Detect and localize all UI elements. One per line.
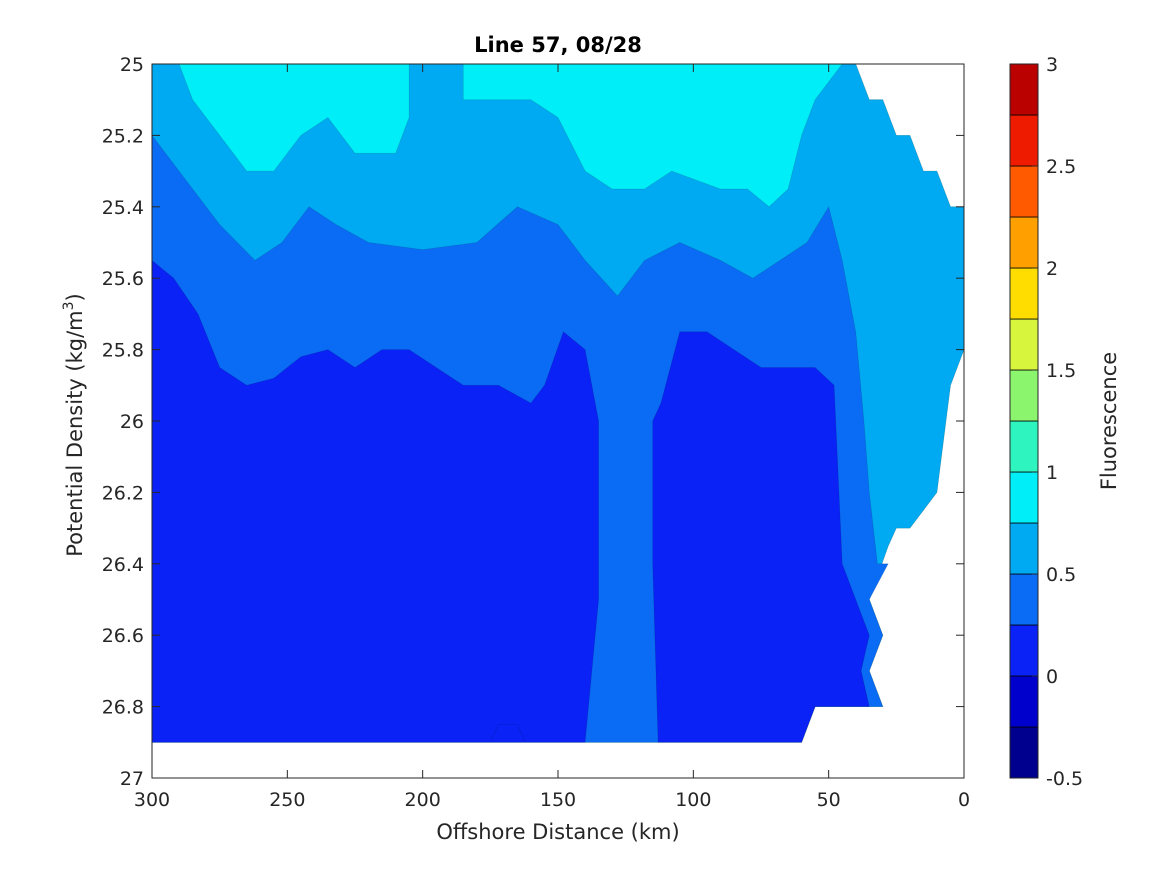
y-tick-label: 26.6: [102, 625, 144, 647]
y-tick-label: 25.4: [102, 197, 144, 219]
colorbar-segment: [1009, 267, 1039, 320]
y-axis-label-superscript: 3: [61, 301, 77, 310]
y-tick-label: 27: [120, 768, 144, 790]
colorbar-segment: [1009, 420, 1039, 473]
x-tick-label: 50: [817, 789, 841, 811]
colorbar-segment: [1009, 624, 1039, 677]
x-tick-label: 300: [134, 789, 170, 811]
colorbar-segment: [1009, 216, 1039, 269]
colorbar-tick-label: 0: [1046, 666, 1058, 688]
y-axis: 25 25.2 25.4 25.6 25.8 26 26.2 26.4 26.6 26.8 27: [102, 54, 964, 790]
y-tick-label: 26: [120, 411, 144, 433]
colorbar-tick-label: 0.5: [1046, 564, 1076, 586]
y-tick-label: 25.6: [102, 268, 144, 290]
colorbar: -0.5 0 0.5 1 1.5 2 2.5 3: [1009, 54, 1083, 790]
colorbar-segment: [1009, 114, 1039, 167]
colorbar-segment: [1009, 522, 1039, 575]
chart-title: Line 57, 08/28: [474, 33, 642, 57]
x-tick-label: 150: [540, 789, 576, 811]
y-tick-label: 25.8: [102, 340, 144, 362]
colorbar-tick-label: 3: [1046, 54, 1058, 76]
contour-region-4: [652, 331, 870, 743]
y-axis-label-main: Potential Density (kg/m: [63, 310, 87, 556]
y-tick-label: 26.4: [102, 554, 144, 576]
colorbar-segment: [1009, 165, 1039, 218]
colorbar-segment: [1009, 675, 1039, 728]
x-tick-label: 100: [675, 789, 711, 811]
y-tick-label: 25.2: [102, 125, 144, 147]
x-axis-label: Offshore Distance (km): [436, 820, 679, 844]
colorbar-segment: [1009, 726, 1039, 779]
colorbar-segment: [1009, 573, 1039, 626]
colorbar-segment: [1009, 471, 1039, 524]
y-axis-label-close: ): [63, 293, 87, 301]
y-tick-label: 26.2: [102, 482, 144, 504]
colorbar-tick-label: 1.5: [1046, 360, 1076, 382]
colorbar-label: Fluorescence: [1097, 352, 1121, 490]
y-tick-label: 26.8: [102, 697, 144, 719]
x-tick-label: 200: [405, 789, 441, 811]
contour-region-3: [151, 259, 599, 743]
colorbar-segment: [1009, 318, 1039, 371]
colorbar-tick-label: -0.5: [1046, 768, 1083, 790]
colorbar-border: [1009, 63, 1039, 779]
colorbar-tick-label: 1: [1046, 462, 1058, 484]
x-tick-label: 250: [269, 789, 305, 811]
x-tick-label: 0: [958, 789, 970, 811]
colorbar-segment: [1009, 369, 1039, 422]
y-tick-label: 25: [120, 54, 144, 76]
plot-area: 300 250 200 150 100 50 0 2525.225.425.625.8262…: [102, 54, 970, 811]
colorbar-segment: [1009, 63, 1039, 116]
colorbar-tick-label: 2: [1046, 258, 1058, 280]
y-axis-label: Potential Density (kg/m3): [61, 293, 87, 557]
x-axis: 300 250 200 150 100 50 0: [134, 64, 970, 811]
colorbar-tick-label: 2.5: [1046, 156, 1076, 178]
contour-fills: [151, 63, 965, 743]
